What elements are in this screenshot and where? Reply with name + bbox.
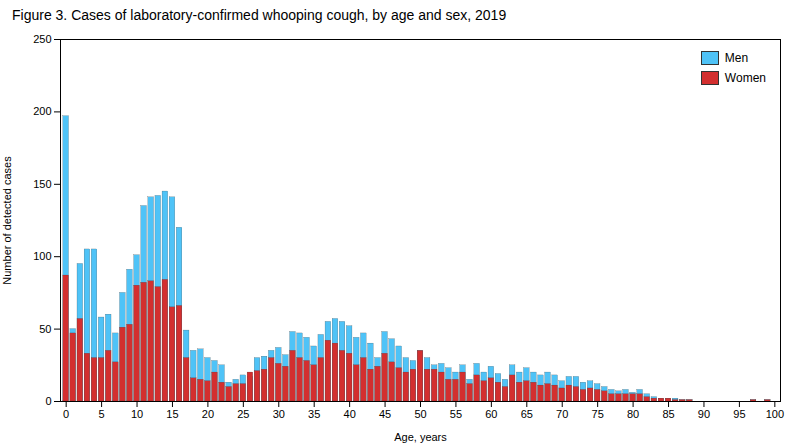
svg-text:100: 100: [33, 250, 51, 262]
svg-text:60: 60: [485, 408, 497, 420]
svg-text:80: 80: [627, 408, 639, 420]
svg-text:55: 55: [450, 408, 462, 420]
svg-text:100: 100: [766, 408, 784, 420]
svg-text:20: 20: [202, 408, 214, 420]
html-text:Men: Men: [724, 51, 749, 65]
svg-text:30: 30: [273, 408, 285, 420]
svg-text:85: 85: [662, 408, 674, 420]
svg-text:0: 0: [63, 408, 69, 420]
svg-text:35: 35: [308, 408, 320, 420]
html-text:Women: Women: [724, 71, 766, 85]
svg-text:Age, years: Age, years: [394, 431, 447, 443]
svg-text:10: 10: [131, 408, 143, 420]
html-text:Figure 3. Cases of laboratory-: Figure 3. Cases of laboratory-confirmed …: [12, 7, 507, 23]
svg-text:95: 95: [733, 408, 745, 420]
svg-text:0: 0: [45, 395, 51, 407]
svg-text:70: 70: [556, 408, 568, 420]
svg-text:200: 200: [33, 105, 51, 117]
svg-text:90: 90: [698, 408, 710, 420]
svg-text:250: 250: [33, 33, 51, 45]
svg-text:65: 65: [521, 408, 533, 420]
svg-text:45: 45: [379, 408, 391, 420]
svg-text:15: 15: [166, 408, 178, 420]
svg-text:50: 50: [414, 408, 426, 420]
svg-text:40: 40: [344, 408, 356, 420]
svg-text:25: 25: [237, 408, 249, 420]
svg-text:50: 50: [39, 323, 51, 335]
svg-text:5: 5: [99, 408, 105, 420]
svg-text:75: 75: [592, 408, 604, 420]
svg-text:150: 150: [33, 178, 51, 190]
svg-text:Number of detected cases: Number of detected cases: [1, 156, 13, 285]
